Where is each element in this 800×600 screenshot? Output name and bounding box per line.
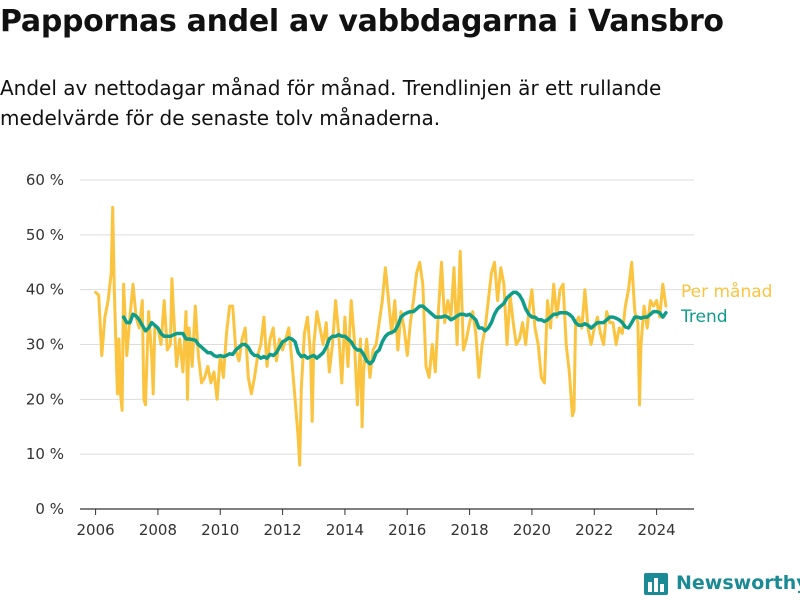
x-axis: 2006 2008 2010 2012 2014 2016 2018 2020 2022 2024 [76, 508, 694, 539]
x-tick-label: 2022 [575, 521, 613, 539]
series-line-per-manad [94, 205, 668, 467]
x-tick-label: 2016 [388, 521, 426, 539]
newsworthy-logo-icon [644, 573, 668, 595]
y-tick-label: 0 % [35, 500, 64, 518]
series-line-trend [121, 290, 668, 366]
y-tick-label: 30 % [26, 336, 64, 354]
chart-title: Pappornas andel av vabbdagarna i Vansbro [0, 4, 724, 39]
y-tick-label: 60 % [26, 171, 64, 189]
y-tick-label: 10 % [26, 445, 64, 463]
x-tick-label: 2020 [513, 521, 551, 539]
y-tick-label: 20 % [26, 390, 64, 408]
brand-logo: Newsworthy [644, 568, 800, 598]
series-lines [94, 205, 668, 467]
legend: Per månad Trend [680, 281, 772, 327]
legend-label: Per månad [681, 281, 772, 302]
x-tick-label: 2024 [638, 521, 676, 539]
x-tick-label: 2012 [263, 521, 301, 539]
y-axis-ticks: 0 % 10 % 20 % 30 % 40 % 50 % 60 % [26, 171, 64, 518]
y-tick-label: 50 % [26, 226, 64, 244]
chart-subtitle: Andel av nettodagar månad för månad. Tre… [0, 76, 662, 130]
y-tick-label: 40 % [26, 281, 64, 299]
x-tick-label: 2018 [451, 521, 489, 539]
x-tick-label: 2010 [201, 521, 239, 539]
legend-label: Trend [680, 307, 728, 327]
x-tick-label: 2014 [326, 521, 364, 539]
brand-name: Newsworthy [676, 572, 800, 594]
x-tick-label: 2006 [76, 521, 114, 539]
x-tick-label: 2008 [139, 521, 177, 539]
